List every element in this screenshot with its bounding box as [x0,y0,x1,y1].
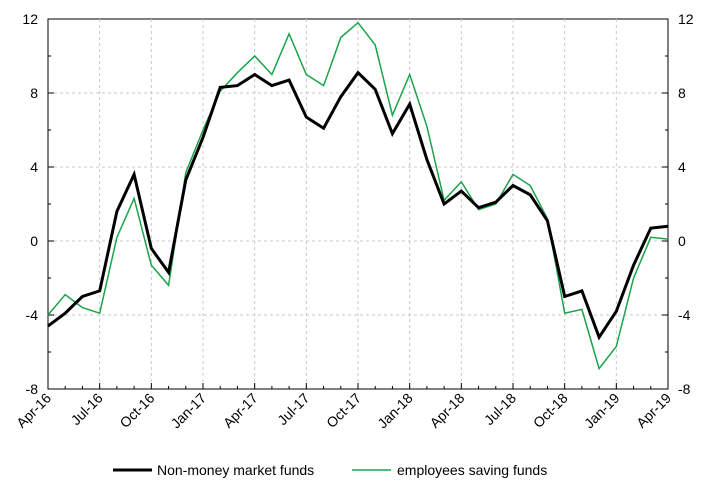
x-tick-label: Apr-18 [426,390,467,431]
x-tick-label: Oct-17 [323,390,364,431]
y-tick-label-right: 8 [678,85,686,101]
x-tick-label: Jan-19 [581,390,623,432]
y-tick-label-right: -8 [678,381,691,397]
legend: Non-money market funds employees saving … [113,462,547,478]
y-axis-right: 12 8 4 0 -4 -8 [678,11,694,397]
y-tick-label-left: -8 [26,381,39,397]
series-line-non-money-market-funds [47,70,669,341]
y-tick-label-right: 0 [678,233,686,249]
y-tick-label-left: -4 [26,307,39,323]
x-tick-label: Jul-16 [68,390,106,428]
y-tick-label-right: -4 [678,307,691,323]
ticks [47,18,669,390]
y-axis-left: 12 8 4 0 -4 -8 [22,11,38,397]
y-tick-label-left: 12 [22,11,38,27]
y-tick-label-left: 0 [30,233,38,249]
x-tick-label: Jul-17 [274,390,312,428]
x-tick-label: Oct-16 [116,390,157,431]
gridlines [48,19,668,389]
series-line-employees-saving-funds [47,21,669,371]
x-tick-label: Apr-19 [633,390,674,431]
legend-label-employees-saving-funds: employees saving funds [397,462,547,478]
x-axis: Apr-16 Jul-16 Oct-16 Jan-17 Apr-17 Jul-17 Oct-… [13,390,674,432]
x-tick-label: Jul-18 [481,390,519,428]
y-tick-label-right: 4 [678,159,686,175]
y-tick-label-left: 4 [30,159,38,175]
x-tick-label: Jan-17 [168,390,210,432]
x-tick-label: Jan-18 [374,390,416,432]
y-tick-label-right: 12 [678,11,694,27]
x-tick-label: Apr-17 [220,390,261,431]
legend-label-non-money-market-funds: Non-money market funds [157,462,314,478]
y-tick-label-left: 8 [30,85,38,101]
series-lines [47,21,669,371]
x-tick-label: Oct-18 [530,390,571,431]
